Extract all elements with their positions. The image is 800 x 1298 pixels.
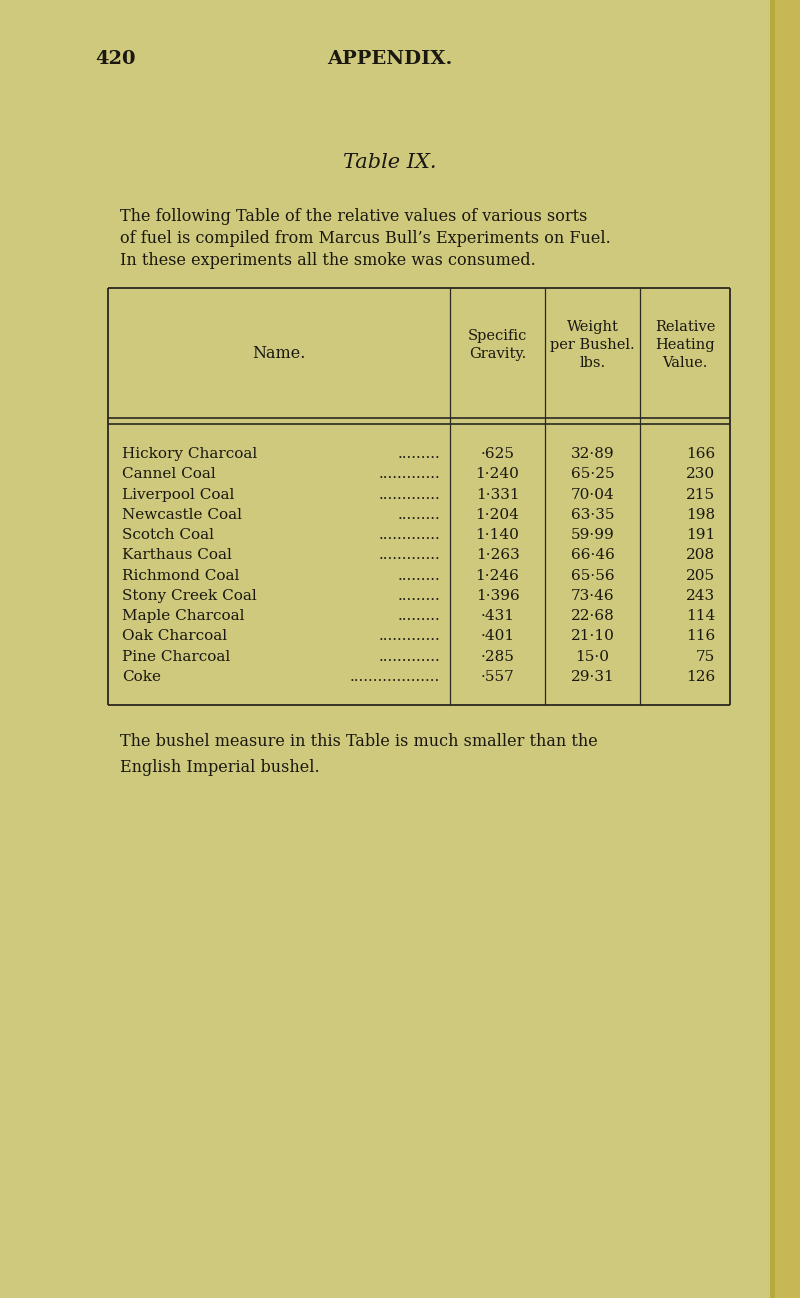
- Text: Cannel Coal: Cannel Coal: [122, 467, 216, 482]
- Text: 420: 420: [95, 51, 135, 67]
- Text: 198: 198: [686, 508, 715, 522]
- Text: .........: .........: [398, 569, 440, 583]
- Bar: [775, 0, 800, 1298]
- Text: ·431: ·431: [481, 609, 514, 623]
- Text: .........: .........: [398, 447, 440, 461]
- Text: .........: .........: [398, 589, 440, 602]
- Text: In these experiments all the smoke was consumed.: In these experiments all the smoke was c…: [120, 252, 536, 269]
- Text: 215: 215: [686, 488, 715, 501]
- Text: 75: 75: [696, 649, 715, 663]
- Text: 1·246: 1·246: [475, 569, 519, 583]
- Text: 1·263: 1·263: [476, 548, 519, 562]
- Text: .............: .............: [378, 528, 440, 543]
- Text: .........: .........: [398, 609, 440, 623]
- Text: 1·140: 1·140: [475, 528, 519, 543]
- Text: 205: 205: [686, 569, 715, 583]
- Text: Liverpool Coal: Liverpool Coal: [122, 488, 234, 501]
- Text: ·285: ·285: [481, 649, 514, 663]
- Text: Name.: Name.: [252, 344, 306, 362]
- Text: Specific
Gravity.: Specific Gravity.: [468, 328, 527, 361]
- Text: Weight
per Bushel.
lbs.: Weight per Bushel. lbs.: [550, 319, 635, 370]
- Text: .........: .........: [398, 508, 440, 522]
- Text: The bushel measure in this Table is much smaller than the
English Imperial bushe: The bushel measure in this Table is much…: [120, 733, 598, 776]
- Text: Oak Charcoal: Oak Charcoal: [122, 630, 227, 644]
- Text: 114: 114: [686, 609, 715, 623]
- Text: 1·204: 1·204: [475, 508, 519, 522]
- Text: 70·04: 70·04: [570, 488, 614, 501]
- Text: ·625: ·625: [481, 447, 514, 461]
- Text: 191: 191: [686, 528, 715, 543]
- Text: 73·46: 73·46: [570, 589, 614, 602]
- Text: 1·396: 1·396: [476, 589, 519, 602]
- Text: ·557: ·557: [481, 670, 514, 684]
- Text: .............: .............: [378, 467, 440, 482]
- Text: ...................: ...................: [350, 670, 440, 684]
- Text: 22·68: 22·68: [570, 609, 614, 623]
- Text: 29·31: 29·31: [570, 670, 614, 684]
- Text: 65·25: 65·25: [570, 467, 614, 482]
- Text: Coke: Coke: [122, 670, 161, 684]
- Text: 65·56: 65·56: [570, 569, 614, 583]
- Text: Newcastle Coal: Newcastle Coal: [122, 508, 242, 522]
- Text: APPENDIX.: APPENDIX.: [327, 51, 453, 67]
- Text: Stony Creek Coal: Stony Creek Coal: [122, 589, 257, 602]
- Text: Table IX.: Table IX.: [343, 153, 437, 173]
- Text: Hickory Charcoal: Hickory Charcoal: [122, 447, 258, 461]
- Text: 1·240: 1·240: [475, 467, 519, 482]
- Text: Richmond Coal: Richmond Coal: [122, 569, 239, 583]
- Text: .............: .............: [378, 630, 440, 644]
- Text: 243: 243: [686, 589, 715, 602]
- Text: Pine Charcoal: Pine Charcoal: [122, 649, 230, 663]
- Text: .............: .............: [378, 548, 440, 562]
- Text: 208: 208: [686, 548, 715, 562]
- Text: 166: 166: [686, 447, 715, 461]
- Text: ·401: ·401: [481, 630, 514, 644]
- Text: .............: .............: [378, 488, 440, 501]
- Text: Relative
Heating
Value.: Relative Heating Value.: [655, 319, 715, 370]
- Text: Maple Charcoal: Maple Charcoal: [122, 609, 245, 623]
- Text: 66·46: 66·46: [570, 548, 614, 562]
- Text: 15·0: 15·0: [575, 649, 610, 663]
- Text: 116: 116: [686, 630, 715, 644]
- Text: 21·10: 21·10: [570, 630, 614, 644]
- Text: 230: 230: [686, 467, 715, 482]
- Text: 1·331: 1·331: [476, 488, 519, 501]
- Text: 32·89: 32·89: [570, 447, 614, 461]
- Text: 63·35: 63·35: [570, 508, 614, 522]
- Text: The following Table of the relative values of various sorts: The following Table of the relative valu…: [120, 208, 587, 225]
- Text: Scotch Coal: Scotch Coal: [122, 528, 214, 543]
- Bar: [770, 0, 775, 1298]
- Text: .............: .............: [378, 649, 440, 663]
- Text: of fuel is compiled from Marcus Bull’s Experiments on Fuel.: of fuel is compiled from Marcus Bull’s E…: [120, 230, 610, 247]
- Text: 59·99: 59·99: [570, 528, 614, 543]
- Text: 126: 126: [686, 670, 715, 684]
- Text: Karthaus Coal: Karthaus Coal: [122, 548, 232, 562]
